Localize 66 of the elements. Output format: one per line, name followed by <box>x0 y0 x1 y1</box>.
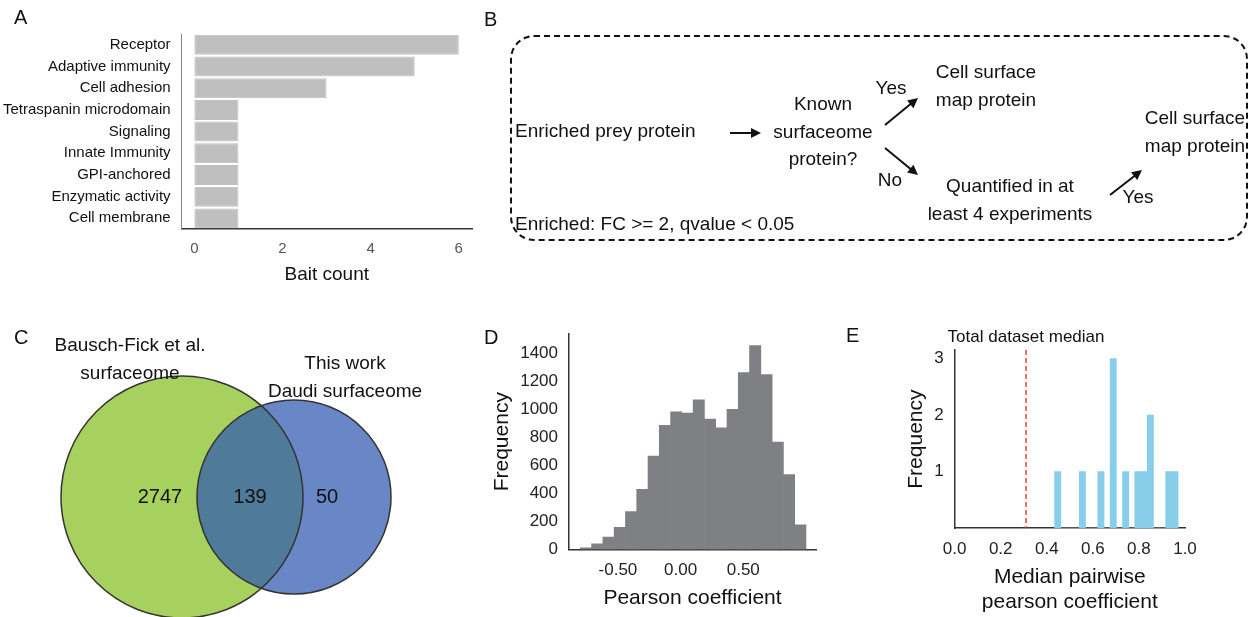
text: A <box>14 6 28 29</box>
text: Quantified in at least 4 experiments <box>927 174 1093 226</box>
text: Yes <box>1122 185 1154 210</box>
y-tick-label: 1400 <box>520 343 559 363</box>
y-tick-label: 1000 <box>520 399 559 419</box>
text: Enriched: FC >= 2, qvalue < 0.05 <box>515 212 795 237</box>
bar <box>194 56 415 77</box>
y-tick-label: Cell membrane <box>68 208 171 226</box>
x-tick-label: 0.0 <box>942 539 967 559</box>
y-tick-label: 1200 <box>520 371 559 391</box>
y-tick-label: Enzymatic activity <box>51 186 172 204</box>
x-tick-label: 0 <box>190 239 199 257</box>
y-tick-label: 800 <box>529 427 559 447</box>
bar <box>194 78 327 99</box>
y-tick-label: 400 <box>529 483 559 503</box>
y-tick-label: GPI-anchored <box>77 165 171 183</box>
x-tick-label: 4 <box>366 239 375 257</box>
text: No <box>877 168 903 193</box>
text: This work Daudi surfaceome <box>267 352 423 402</box>
ref-line-label: Total dataset median <box>947 327 1105 347</box>
text: Bausch-Fick et al. surfaceome <box>54 334 206 384</box>
y-axis-title: Frequency <box>489 391 513 492</box>
y-tick-label: Signaling <box>108 121 171 139</box>
data-label: 2747 <box>137 484 183 507</box>
text: Cell surface map protein <box>935 60 1037 112</box>
text: Yes <box>875 76 907 101</box>
text: Enriched prey protein <box>515 119 696 144</box>
y-tick-label: Receptor <box>109 34 171 52</box>
bar <box>194 121 239 142</box>
bar <box>194 165 239 185</box>
y-tick-label: 2 <box>934 404 944 424</box>
text: C <box>14 326 29 349</box>
x-tick-label: 0.8 <box>1127 539 1151 559</box>
chart-title: E <box>846 324 860 347</box>
text: Known surfaceome protein? <box>773 91 873 171</box>
data-label: 139 <box>233 484 267 507</box>
bar <box>194 34 459 55</box>
x-tick-label: 6 <box>454 239 463 257</box>
x-tick-label: -0.50 <box>598 560 638 580</box>
data-label: 50 <box>315 484 339 507</box>
bar <box>194 208 239 229</box>
x-tick-label: 0.50 <box>726 560 760 580</box>
y-tick-label: 200 <box>529 511 559 531</box>
y-tick-label: Cell adhesion <box>79 78 171 96</box>
bar <box>194 186 239 207</box>
text: Cell surface map protein <box>1144 106 1246 158</box>
y-tick-label: 1 <box>934 461 944 481</box>
x-tick-label: 0.2 <box>988 539 1013 559</box>
y-axis-title: Frequency <box>903 388 927 489</box>
y-tick-label: 3 <box>934 348 944 368</box>
x-axis-title: Pearson coefficient <box>603 585 782 609</box>
x-tick-label: 1.0 <box>1173 539 1197 559</box>
x-tick-label: 0.4 <box>1034 539 1059 559</box>
x-axis-title: Bait count <box>284 262 370 284</box>
x-axis-title: Median pairwise pearson coefficient <box>981 564 1158 613</box>
bar <box>194 99 239 120</box>
text: B <box>484 8 498 31</box>
y-tick-label: Tetraspanin microdomain <box>3 100 171 118</box>
chart-title: D <box>484 326 499 349</box>
x-tick-label: 2 <box>278 239 287 257</box>
y-tick-label: 600 <box>529 455 559 475</box>
y-tick-label: Adaptive immunity <box>48 56 172 74</box>
x-tick-label: 0.00 <box>664 560 698 580</box>
x-tick-label: 0.6 <box>1081 539 1105 559</box>
bar <box>194 143 239 164</box>
y-tick-label: Innate Immunity <box>63 143 172 161</box>
